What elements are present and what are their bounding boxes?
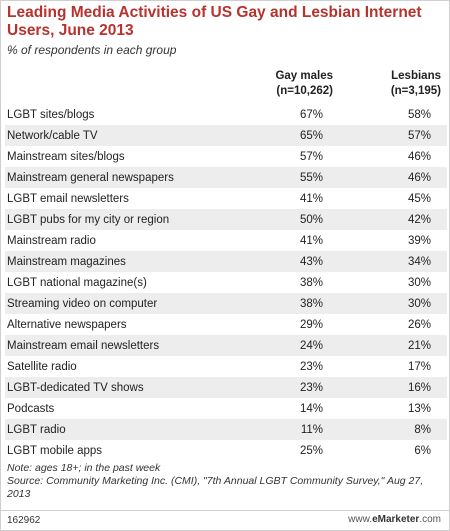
gay-males-value: 38% (299, 276, 323, 289)
lesbians-value: 26% (407, 318, 431, 331)
brand-prefix: www. (348, 514, 373, 525)
table-row: LGBT sites/blogs 67% 58% (5, 104, 447, 125)
lesbians-value: 39% (407, 234, 431, 247)
lesbians-value: 46% (407, 171, 431, 184)
row-label: LGBT sites/blogs (7, 108, 95, 121)
lesbians-value: 46% (407, 150, 431, 163)
row-label: Mainstream magazines (7, 255, 126, 268)
table-row: LGBT pubs for my city or region 50% 42% (5, 209, 447, 230)
gay-males-value: 23% (299, 360, 323, 373)
lesbians-value: 8% (414, 423, 431, 436)
table-row: LGBT-dedicated TV shows 23% 16% (5, 377, 447, 398)
table-row: Mainstream sites/blogs 57% 46% (5, 146, 447, 167)
gay-males-value: 23% (299, 381, 323, 394)
lesbians-value: 16% (407, 381, 431, 394)
column-header-n: (n=3,195) (390, 85, 441, 97)
table-row: Alternative newspapers 29% 26% (5, 314, 447, 335)
column-header-gay-males: Gay males (n=10,262) (241, 69, 333, 99)
lesbians-value: 30% (407, 276, 431, 289)
gay-males-value: 50% (299, 213, 323, 226)
row-label: Alternative newspapers (7, 318, 127, 331)
chart-title: Leading Media Activities of US Gay and L… (7, 4, 422, 39)
note-text: Note: ages 18+; in the past week (7, 462, 161, 474)
lesbians-value: 42% (407, 213, 431, 226)
gay-males-value: 67% (299, 108, 323, 121)
gay-males-value: 29% (299, 318, 323, 331)
gay-males-value: 11% (300, 423, 323, 436)
lesbians-value: 21% (407, 339, 431, 352)
chart-id: 162962 (7, 515, 41, 526)
brand-name: eMarketer (372, 514, 420, 525)
lesbians-value: 57% (407, 129, 431, 142)
row-label: LGBT pubs for my city or region (7, 213, 170, 226)
gay-males-value: 25% (299, 444, 323, 457)
column-header-name: Gay males (275, 70, 333, 82)
lesbians-value: 30% (407, 297, 431, 310)
table-row: Mainstream general newspapers 55% 46% (5, 167, 447, 188)
gay-males-value: 41% (299, 234, 323, 247)
gay-males-value: 57% (299, 150, 323, 163)
chart-subtitle: % of respondents in each group (7, 43, 177, 57)
row-label: Mainstream radio (7, 234, 96, 247)
gay-males-value: 55% (299, 171, 323, 184)
lesbians-value: 6% (414, 444, 431, 457)
row-label: Podcasts (7, 402, 55, 415)
table-row: LGBT radio 11% 8% (5, 419, 447, 440)
gay-males-value: 24% (299, 339, 323, 352)
table-row: Mainstream radio 41% 39% (5, 230, 447, 251)
lesbians-value: 13% (407, 402, 431, 415)
table-row: LGBT email newsletters 41% 45% (5, 188, 447, 209)
column-header-n: (n=10,262) (276, 85, 333, 97)
row-label: Network/cable TV (7, 129, 98, 142)
row-label: Streaming video on computer (7, 297, 158, 310)
gay-males-value: 38% (299, 297, 323, 310)
row-label: Mainstream email newsletters (7, 339, 160, 352)
row-label: LGBT email newsletters (7, 192, 129, 205)
table-row: Mainstream email newsletters 24% 21% (5, 335, 447, 356)
brand-logo: www.eMarketer.com (348, 514, 441, 525)
gay-males-value: 41% (299, 192, 323, 205)
row-label: LGBT radio (7, 423, 66, 436)
table-row: Streaming video on computer 38% 30% (5, 293, 447, 314)
column-header-lesbians: Lesbians (n=3,195) (353, 69, 441, 99)
lesbians-value: 34% (407, 255, 431, 268)
brand-suffix: .com (419, 514, 441, 525)
table-row: Network/cable TV 65% 57% (5, 125, 447, 146)
table-row: Satellite radio 23% 17% (5, 356, 447, 377)
lesbians-value: 58% (407, 108, 431, 121)
data-table: LGBT sites/blogs 67% 58% Network/cable TV 65… (5, 104, 447, 461)
row-label: Satellite radio (7, 360, 77, 373)
gay-males-value: 65% (299, 129, 323, 142)
table-row: Podcasts 14% 13% (5, 398, 447, 419)
notes: Note: ages 18+; in the past week Source:… (7, 462, 445, 501)
row-label: LGBT-dedicated TV shows (7, 381, 144, 394)
row-label: LGBT national magazine(s) (7, 276, 147, 289)
row-label: Mainstream general newspapers (7, 171, 174, 184)
source-text: Source: Community Marketing Inc. (CMI), … (7, 475, 424, 500)
lesbians-value: 17% (407, 360, 431, 373)
row-label: Mainstream sites/blogs (7, 150, 125, 163)
table-row: LGBT national magazine(s) 38% 30% (5, 272, 447, 293)
table-row: LGBT mobile apps 25% 6% (5, 440, 447, 461)
footer: 162962 www.eMarketer.com (1, 510, 449, 531)
gay-males-value: 14% (299, 402, 323, 415)
table-row: Mainstream magazines 43% 34% (5, 251, 447, 272)
lesbians-value: 45% (407, 192, 431, 205)
row-label: LGBT mobile apps (7, 444, 103, 457)
gay-males-value: 43% (299, 255, 323, 268)
column-header-name: Lesbians (391, 70, 441, 82)
